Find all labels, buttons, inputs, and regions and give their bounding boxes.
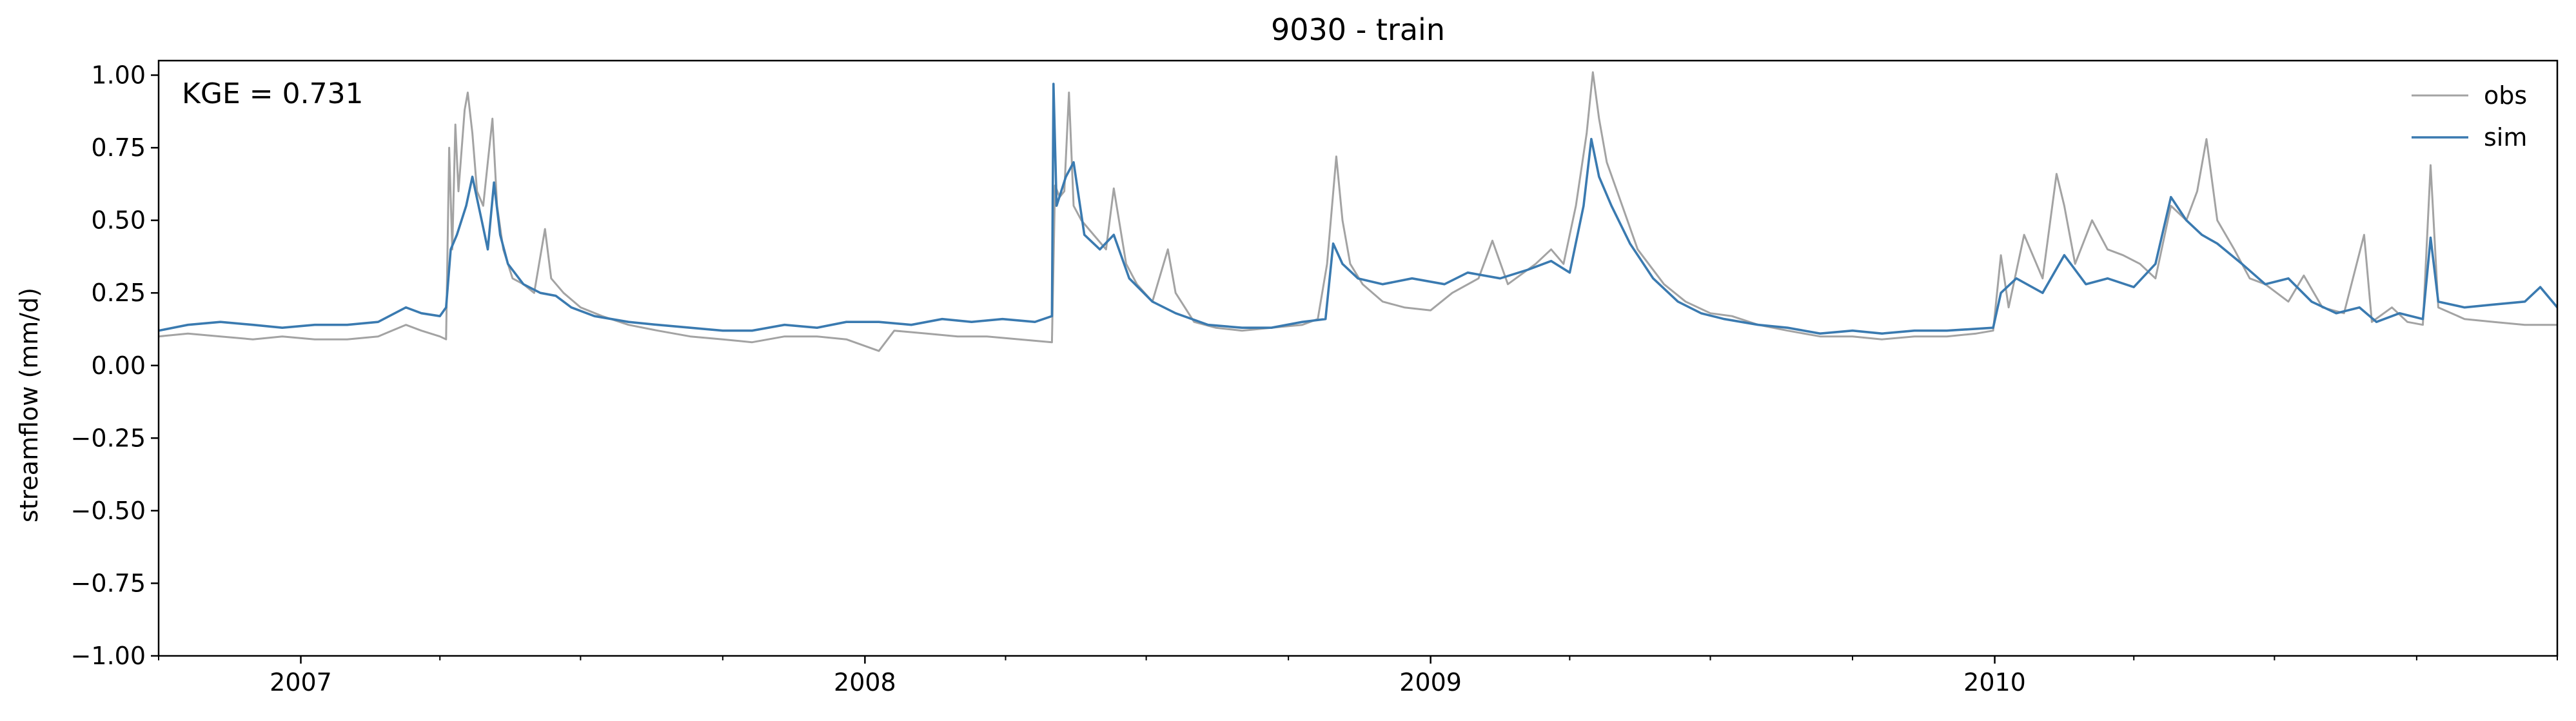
y-tick-label: −0.50 xyxy=(71,497,146,525)
legend-label-obs: obs xyxy=(2484,81,2527,110)
kge-annotation: KGE = 0.731 xyxy=(182,77,364,110)
y-tick-label: 0.50 xyxy=(91,206,146,235)
y-tick-label: −0.75 xyxy=(71,569,146,597)
legend: obs sim xyxy=(2412,81,2527,152)
ticks-layer: 1.00 0.75 0.50 0.25 0.00 −0.25 −0.50 −0.75 −1.00… xyxy=(71,61,2558,696)
plot-frame xyxy=(157,59,2559,657)
y-tick-label: 0.75 xyxy=(91,133,146,162)
x-tick-label: 2008 xyxy=(834,668,896,696)
y-axis-label: streamflow (mm/d) xyxy=(15,288,43,522)
series-layer xyxy=(159,71,2557,352)
y-tick-label: 1.00 xyxy=(91,61,146,90)
plot-area xyxy=(159,71,2557,352)
series-line-sim xyxy=(159,83,2557,335)
y-tick-label: −0.25 xyxy=(71,424,146,452)
x-tick-label: 2009 xyxy=(1399,668,1462,696)
chart-title: 9030 - train xyxy=(1271,12,1445,47)
y-tick-label: 0.00 xyxy=(91,351,146,380)
x-tick-label: 2007 xyxy=(270,668,332,696)
legend-label-sim: sim xyxy=(2484,123,2527,152)
y-tick-label: −1.00 xyxy=(71,642,146,670)
series-line-obs xyxy=(159,71,2557,352)
x-tick-label: 2010 xyxy=(1963,668,2026,696)
y-tick-label: 0.25 xyxy=(91,279,146,307)
